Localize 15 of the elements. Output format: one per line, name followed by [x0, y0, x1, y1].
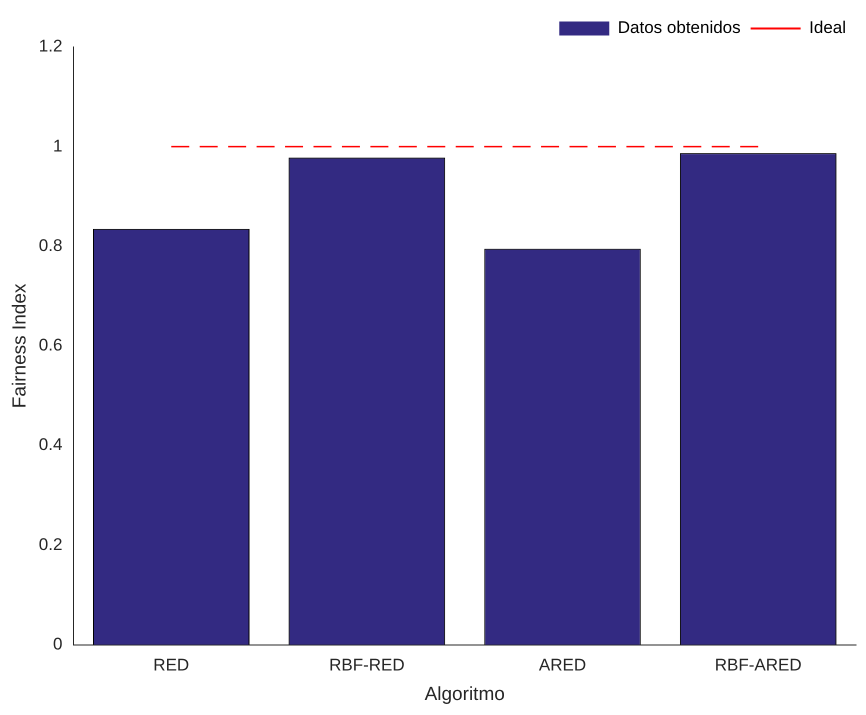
- x-tick-label: RBF-RED: [329, 656, 405, 675]
- y-tick-label: 0.4: [38, 435, 62, 454]
- y-tick-label: 0.2: [38, 534, 62, 554]
- y-tick-label: 0: [52, 634, 62, 654]
- y-tick-label: 0.6: [38, 336, 62, 355]
- legend-label: Ideal: [809, 18, 846, 38]
- y-axis-title: Fairness Index: [10, 283, 31, 408]
- legend-label: Datos obtenidos: [618, 18, 741, 38]
- y-tick-label: 0.8: [38, 236, 62, 255]
- x-tick-label: RBF-ARED: [714, 656, 802, 675]
- x-axis-title: Algoritmo: [424, 684, 505, 705]
- y-tick-label: 1.2: [38, 36, 62, 56]
- x-tick-label: RED: [153, 656, 190, 675]
- x-tick-label: ARED: [538, 656, 586, 675]
- y-tick-label: 1: [52, 136, 62, 156]
